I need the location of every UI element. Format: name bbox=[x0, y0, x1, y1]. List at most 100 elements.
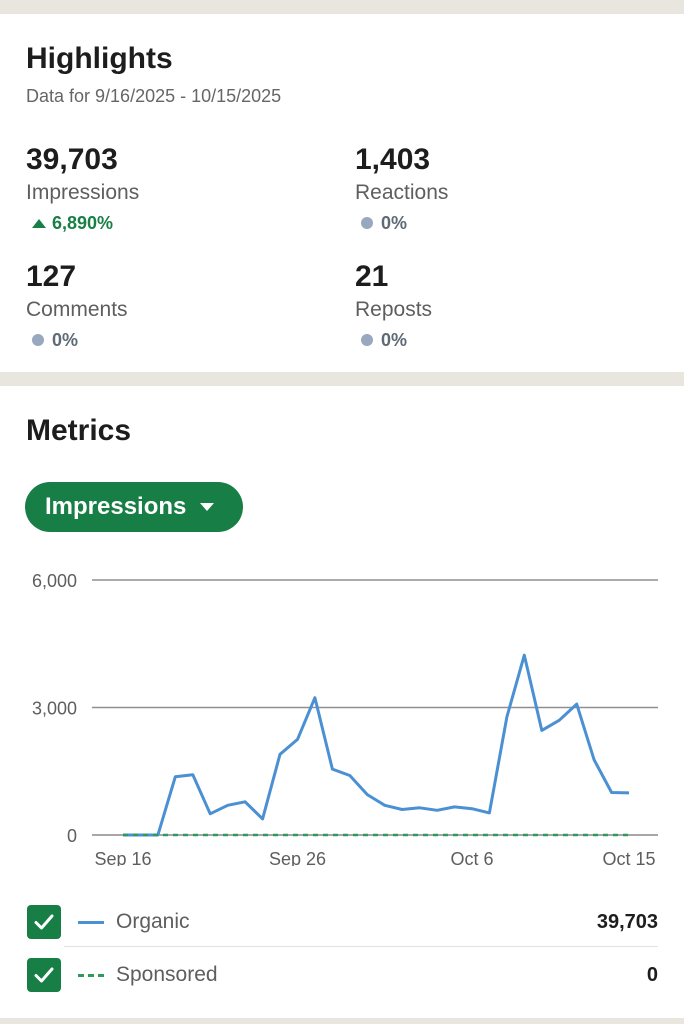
legend-total: 0 bbox=[646, 963, 658, 986]
organic-data-point bbox=[558, 719, 560, 721]
caret-down-icon bbox=[200, 503, 215, 511]
organic-data-point bbox=[331, 768, 333, 770]
sponsored-data-point bbox=[261, 834, 263, 836]
organic-data-point bbox=[279, 753, 281, 755]
sponsored-checkbox[interactable] bbox=[27, 958, 61, 992]
organic-data-point bbox=[628, 792, 630, 794]
stat-value: 39,703 bbox=[26, 143, 118, 176]
highlights-title: Highlights bbox=[26, 42, 173, 75]
sponsored-data-point bbox=[418, 834, 420, 836]
sponsored-data-point bbox=[575, 834, 577, 836]
date-range: Data for 9/16/2025 - 10/15/2025 bbox=[26, 86, 282, 106]
organic-data-point bbox=[174, 776, 176, 778]
stat-value: 1,403 bbox=[355, 143, 431, 176]
organic-data-point bbox=[349, 774, 351, 776]
organic-data-point bbox=[192, 773, 194, 775]
sponsored-data-point bbox=[471, 834, 473, 836]
organic-data-point bbox=[314, 697, 316, 699]
sponsored-data-point bbox=[453, 834, 455, 836]
stat-label: Impressions bbox=[26, 181, 140, 204]
metric-select-dropdown[interactable]: Impressions bbox=[25, 482, 243, 532]
organic-data-point bbox=[488, 812, 490, 814]
organic-checkbox[interactable] bbox=[27, 905, 61, 939]
sponsored-data-point bbox=[279, 834, 281, 836]
organic-data-point bbox=[506, 716, 508, 718]
sponsored-data-point bbox=[139, 834, 141, 836]
sponsored-data-point bbox=[366, 834, 368, 836]
stat-label: Reposts bbox=[355, 298, 433, 321]
stat-reactions[interactable]: 1,403 Reactions 0% bbox=[355, 142, 448, 234]
organic-data-point bbox=[209, 813, 211, 815]
sponsored-data-point bbox=[174, 834, 176, 836]
trend-up-icon bbox=[32, 218, 46, 228]
stat-change: 0% bbox=[355, 212, 448, 234]
stat-impressions[interactable]: 39,703 Impressions 6,890% bbox=[26, 142, 139, 234]
neutral-dot-icon bbox=[361, 217, 373, 229]
organic-data-point bbox=[244, 801, 246, 803]
y-tick-label: 6,000 bbox=[32, 571, 77, 591]
sponsored-data-point bbox=[314, 834, 316, 836]
organic-data-point bbox=[593, 759, 595, 761]
legend-row-sponsored[interactable]: Sponsored 0 bbox=[0, 950, 684, 1000]
x-tick-label: Sep 16 bbox=[94, 849, 151, 866]
sponsored-data-point bbox=[349, 834, 351, 836]
stat-change: 0% bbox=[355, 329, 432, 351]
stat-label: Comments bbox=[26, 298, 128, 321]
checkmark-icon bbox=[34, 967, 54, 983]
stat-change: 6,890% bbox=[26, 212, 139, 234]
highlights-card: Highlights Data for 9/16/2025 - 10/15/20… bbox=[0, 14, 684, 372]
sponsored-data-point bbox=[523, 834, 525, 836]
neutral-dot-icon bbox=[32, 334, 44, 346]
legend-total: 39,703 bbox=[596, 910, 658, 933]
sponsored-data-point bbox=[401, 834, 403, 836]
sponsored-data-point bbox=[122, 834, 124, 836]
sponsored-data-point bbox=[610, 834, 612, 836]
sponsored-data-point bbox=[488, 834, 490, 836]
neutral-dot-icon bbox=[361, 334, 373, 346]
legend-label: Organic bbox=[116, 910, 190, 933]
sponsored-data-point bbox=[506, 834, 508, 836]
organic-data-point bbox=[436, 809, 438, 811]
x-tick-label: Oct 15 bbox=[602, 849, 655, 866]
organic-data-point bbox=[261, 818, 263, 820]
stat-label: Reactions bbox=[355, 181, 449, 204]
organic-data-point bbox=[401, 808, 403, 810]
organic-data-point bbox=[366, 793, 368, 795]
legend-row-organic[interactable]: Organic 39,703 bbox=[0, 897, 684, 947]
sponsored-data-point bbox=[296, 834, 298, 836]
stat-change-value: 0% bbox=[52, 330, 79, 350]
organic-data-point bbox=[384, 804, 386, 806]
sponsored-data-point bbox=[558, 834, 560, 836]
stat-comments[interactable]: 127 Comments 0% bbox=[26, 259, 128, 351]
sponsored-data-point bbox=[436, 834, 438, 836]
stat-change: 0% bbox=[26, 329, 128, 351]
metrics-card: Metrics Impressions 6,000 3,000 0 Sep 16 Sep… bbox=[0, 386, 684, 1018]
stat-change-value: 6,890% bbox=[52, 213, 114, 233]
organic-data-point bbox=[471, 807, 473, 809]
sponsored-data-point bbox=[244, 834, 246, 836]
sponsored-data-point bbox=[226, 834, 228, 836]
stat-value: 127 bbox=[26, 260, 77, 293]
x-tick-label: Sep 26 bbox=[269, 849, 326, 866]
y-tick-label: 3,000 bbox=[32, 699, 77, 719]
stat-reposts[interactable]: 21 Reposts 0% bbox=[355, 259, 432, 351]
sponsored-data-point bbox=[192, 834, 194, 836]
organic-data-point bbox=[610, 791, 612, 793]
organic-data-point bbox=[418, 807, 420, 809]
organic-data-point bbox=[453, 806, 455, 808]
legend-divider bbox=[64, 946, 658, 947]
organic-line-swatch bbox=[78, 920, 104, 924]
sponsored-data-point bbox=[331, 834, 333, 836]
organic-series-line bbox=[123, 653, 630, 837]
x-tick-label: Oct 6 bbox=[450, 849, 493, 866]
sponsored-line-swatch bbox=[78, 973, 104, 977]
legend-label: Sponsored bbox=[116, 963, 218, 986]
y-tick-label: 0 bbox=[67, 826, 77, 846]
sponsored-data-point bbox=[541, 834, 543, 836]
organic-data-point bbox=[226, 804, 228, 806]
organic-data-point bbox=[523, 654, 525, 656]
organic-data-point bbox=[575, 703, 577, 705]
organic-data-point bbox=[296, 738, 298, 740]
sponsored-data-point bbox=[157, 834, 159, 836]
checkmark-icon bbox=[34, 914, 54, 930]
